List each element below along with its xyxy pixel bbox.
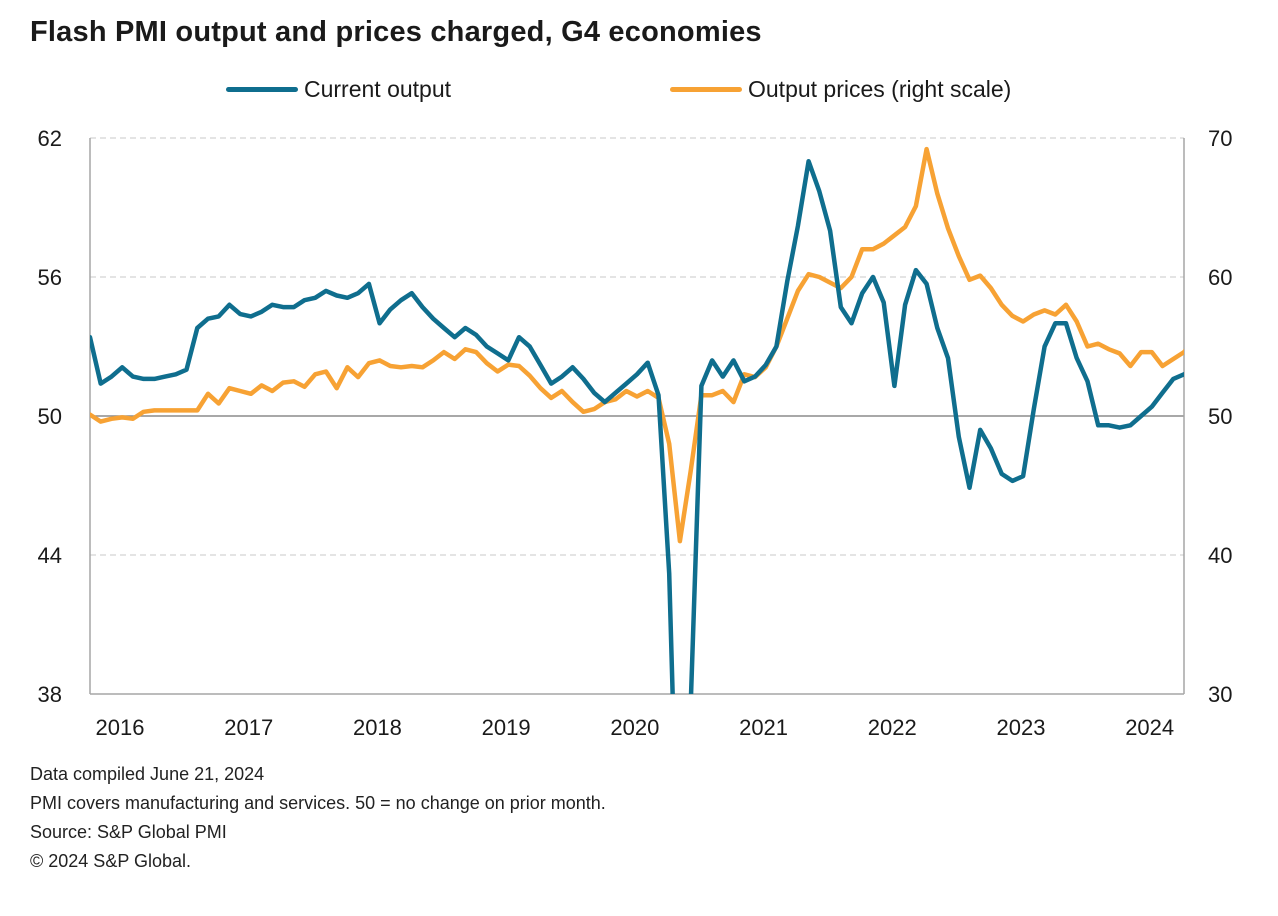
- y-left-tick-56: 56: [38, 265, 62, 290]
- y-right-tick-70: 70: [1208, 126, 1232, 151]
- y-left-tick-62: 62: [38, 126, 62, 151]
- x-tick-2018: 2018: [353, 715, 402, 740]
- y-left-tick-50: 50: [38, 404, 62, 429]
- x-tick-2016: 2016: [96, 715, 145, 740]
- y-left-tick-44: 44: [38, 543, 62, 568]
- chart-footer: Data compiled June 21, 2024 PMI covers m…: [30, 760, 606, 876]
- line-chart: 38 44 50 56 62 30 40 50 60 70 2016 2017 2018 2019 2020…: [38, 126, 1233, 740]
- series-line-output-prices: [90, 146, 1184, 544]
- y-right-tick-60: 60: [1208, 265, 1232, 290]
- chart-title: Flash PMI output and prices charged, G4 …: [30, 16, 762, 48]
- x-tick-2023: 2023: [996, 715, 1045, 740]
- legend-label-output-prices: Output prices (right scale): [748, 76, 1012, 102]
- legend-item-output-prices: Output prices (right scale): [670, 76, 1011, 103]
- y-left-tick-38: 38: [38, 682, 62, 707]
- x-tick-2019: 2019: [482, 715, 531, 740]
- y-right-tick-50: 50: [1208, 404, 1232, 429]
- footer-source: Source: S&P Global PMI: [30, 822, 227, 842]
- legend-swatch-output-prices: [670, 87, 742, 92]
- series-line-current-output: [90, 158, 1184, 694]
- legend-item-current-output: Current output: [226, 76, 451, 103]
- y-right-tick-40: 40: [1208, 543, 1232, 568]
- footer-copyright: © 2024 S&P Global.: [30, 851, 192, 871]
- legend-label-current-output: Current output: [304, 76, 452, 102]
- x-tick-2021: 2021: [739, 715, 788, 740]
- footer-compiled-date: Data compiled June 21, 2024: [30, 764, 265, 784]
- x-tick-2020: 2020: [610, 715, 659, 740]
- footer-coverage-note: PMI covers manufacturing and services. 5…: [30, 793, 606, 813]
- chart-legend: Current output Output prices (right scal…: [0, 76, 1278, 112]
- x-tick-2017: 2017: [224, 715, 273, 740]
- y-right-tick-30: 30: [1208, 682, 1232, 707]
- x-tick-2022: 2022: [868, 715, 917, 740]
- legend-swatch-current-output: [226, 87, 298, 92]
- x-tick-2024: 2024: [1125, 715, 1174, 740]
